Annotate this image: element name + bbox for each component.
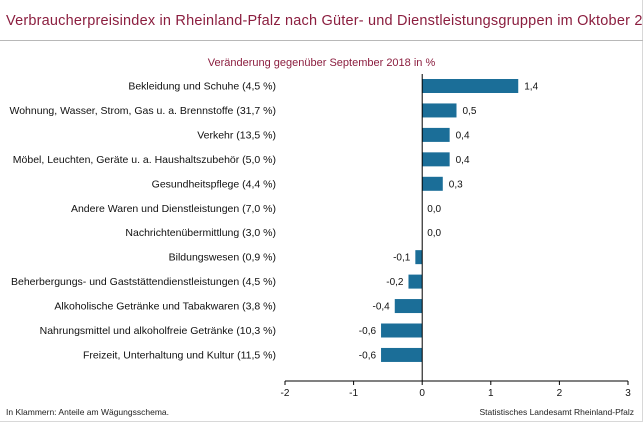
x-tick-label: -1 (349, 388, 358, 399)
value-label: -0,6 (359, 326, 377, 337)
category-label: Nahrungsmittel und alkoholfreie Getränke… (40, 325, 276, 337)
value-label: -0,4 (373, 302, 391, 313)
x-tick-label: -2 (281, 388, 290, 399)
value-label: 0,0 (427, 228, 441, 239)
value-label: 0,4 (456, 130, 470, 141)
value-label: -0,1 (393, 253, 411, 264)
category-label: Beherbergungs- und Gaststättendienstleis… (11, 276, 276, 288)
bar (394, 299, 423, 314)
category-label: Wohnung, Wasser, Strom, Gas u. a. Brenns… (9, 105, 276, 117)
category-label: Freizeit, Unterhaltung und Kultur (11,5 … (83, 349, 276, 361)
category-label: Gesundheitspflege (4,4 %) (152, 178, 276, 190)
x-tick-label: 3 (625, 388, 631, 399)
category-label: Alkoholische Getränke und Tabakwaren (3,… (54, 301, 276, 313)
footnote-weights: In Klammern: Anteile am Wägungsschema. (6, 407, 169, 417)
bar (422, 152, 450, 167)
title-divider (0, 40, 643, 41)
category-label: Bekleidung und Schuhe (4,5 %) (128, 81, 276, 93)
x-tick-label: 0 (419, 388, 425, 399)
category-label: Andere Waren und Dienstleistungen (7,0 %… (71, 203, 276, 215)
bar (422, 176, 443, 191)
category-label: Möbel, Leuchten, Geräte u. a. Haushaltsz… (13, 154, 276, 166)
value-label: 0,4 (456, 155, 470, 166)
value-label: 0,3 (449, 179, 463, 190)
category-label: Nachrichtenübermittlung (3,0 %) (125, 227, 276, 239)
bar (381, 323, 423, 338)
x-tick-label: 2 (557, 388, 563, 399)
value-label: 0,5 (463, 106, 477, 117)
bar (381, 347, 423, 362)
value-label: -0,6 (359, 350, 377, 361)
chart-subtitle: Veränderung gegenüber September 2018 in … (207, 57, 436, 69)
value-label: 1,4 (524, 82, 538, 93)
bar (422, 127, 450, 142)
bar (415, 250, 423, 265)
bar (422, 79, 519, 93)
category-label: Bildungswesen (0,9 %) (169, 252, 276, 264)
x-tick-label: 1 (488, 388, 494, 399)
bar (422, 103, 457, 118)
category-label: Verkehr (13,5 %) (197, 129, 276, 141)
value-label: -0,2 (386, 277, 404, 288)
bar (408, 274, 423, 289)
chart-title: Verbraucherpreisindex in Rheinland-Pfalz… (6, 13, 643, 29)
source-note: Statistisches Landesamt Rheinland-Pfalz (479, 407, 635, 417)
value-label: 0,0 (427, 204, 441, 215)
